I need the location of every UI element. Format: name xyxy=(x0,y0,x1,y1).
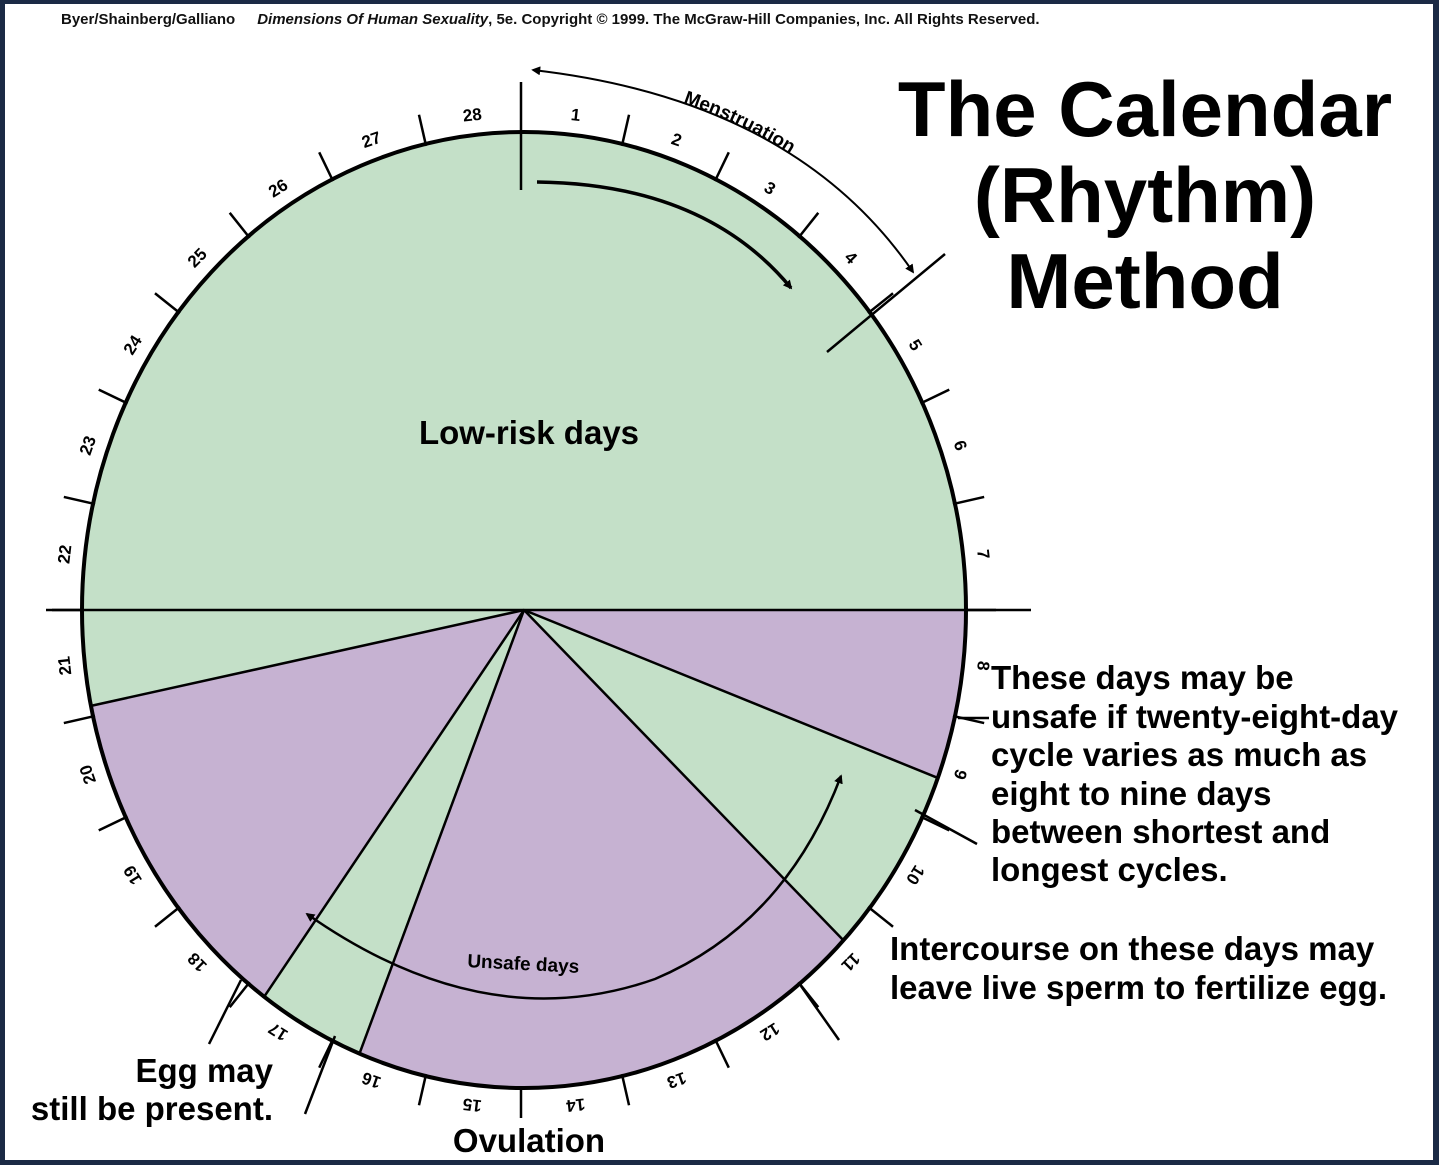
day-number: 24 xyxy=(120,332,146,359)
egg-note: Egg may still be present. xyxy=(31,1052,274,1127)
day-tick xyxy=(417,114,428,147)
variable-cycle-note: These days may be unsafe if twenty-eight… xyxy=(991,659,1399,888)
day-number: 6 xyxy=(950,438,971,453)
day-number: 17 xyxy=(265,1019,291,1045)
variable-cycle-line-4: eight to nine days xyxy=(991,775,1272,812)
day-number: 28 xyxy=(462,105,483,126)
wedge-low-risk-early xyxy=(524,132,966,610)
day-tick xyxy=(417,1073,428,1106)
credit-rest: , 5e. Copyright © 1999. The McGraw-Hill … xyxy=(488,11,1039,28)
day-tick xyxy=(154,292,181,315)
spoke-1 xyxy=(523,608,939,780)
unsafe-days-arc xyxy=(305,774,843,1000)
day-number: 15 xyxy=(462,1094,483,1115)
credit-authors: Byer/Shainberg/Galliano xyxy=(61,11,235,28)
title-line-1: The Calendar xyxy=(898,65,1392,153)
credit-line: Byer/Shainberg/Galliano Dimensions Of Hum… xyxy=(61,11,1040,28)
menstruation-arc xyxy=(531,66,915,274)
day-number: 20 xyxy=(76,762,100,786)
egg-line-1: Egg may xyxy=(135,1052,273,1089)
day-number: 7 xyxy=(973,548,993,560)
day-number: 1 xyxy=(570,105,582,125)
day-number: 25 xyxy=(184,244,211,271)
day-number: 27 xyxy=(359,128,383,152)
variable-cycle-line-3: cycle varies as much as xyxy=(991,736,1367,773)
day-tick xyxy=(98,388,129,405)
day-tick xyxy=(919,815,950,832)
day-number: 3 xyxy=(761,178,779,199)
day-tick xyxy=(867,292,894,315)
day-number: 5 xyxy=(905,336,926,354)
menstruation-label: Menstruation xyxy=(681,88,799,158)
day-tick xyxy=(228,981,251,1008)
ovulation-label: Ovulation xyxy=(453,1122,605,1159)
variable-cycle-line-1: These days may be xyxy=(991,659,1294,696)
day-number: 13 xyxy=(665,1068,689,1092)
day-number: 11 xyxy=(838,949,864,975)
day-tick xyxy=(620,1073,631,1106)
day-number: 26 xyxy=(265,175,291,201)
day-tick xyxy=(867,905,894,928)
day-number: 18 xyxy=(184,949,211,976)
day-number: 12 xyxy=(757,1019,783,1045)
egg-line-2: still be present. xyxy=(31,1090,273,1127)
sperm-note: Intercourse on these days may leave live… xyxy=(890,930,1387,1006)
day-tick xyxy=(713,1038,730,1069)
day-number: 8 xyxy=(973,660,993,672)
day-tick xyxy=(919,388,950,405)
day-tick xyxy=(98,815,129,832)
day-number: 2 xyxy=(669,129,684,150)
calendar-method-diagram: Byer/Shainberg/Galliano Dimensions Of Hum… xyxy=(31,11,1399,1159)
day-number: 23 xyxy=(76,433,100,457)
sperm-line-1: Intercourse on these days may xyxy=(890,930,1375,967)
day-tick xyxy=(63,495,96,506)
variable-cycle-pointer xyxy=(914,808,978,846)
day-number: 22 xyxy=(54,544,75,565)
day-tick xyxy=(620,114,631,147)
variable-cycle-line-5: between shortest and xyxy=(991,813,1330,850)
day-tick xyxy=(154,905,181,928)
day-tick xyxy=(63,714,96,725)
day-tick xyxy=(952,495,985,506)
day-number: 19 xyxy=(120,862,146,888)
spoke-5 xyxy=(90,608,525,708)
title-line-3: Method xyxy=(1006,237,1283,325)
day-number: 14 xyxy=(565,1094,586,1115)
day-number: 21 xyxy=(54,655,75,676)
variable-cycle-line-2: unsafe if twenty-eight-day xyxy=(991,698,1399,735)
day-number: 9 xyxy=(950,767,971,782)
day-tick xyxy=(318,151,335,182)
egg-pointer-2 xyxy=(303,1035,337,1115)
day-tick xyxy=(713,151,730,182)
menstruation-end-line xyxy=(826,253,946,353)
credit-book: Dimensions Of Human Sexuality xyxy=(257,11,489,28)
day-number: 4 xyxy=(841,248,862,269)
diagram-frame: Byer/Shainberg/Galliano Dimensions Of Hum… xyxy=(5,4,1433,1160)
title-line-2: (Rhythm) xyxy=(974,151,1316,239)
wedge-low-risk-late xyxy=(81,132,524,706)
sperm-line-2: leave live sperm to fertilize egg. xyxy=(890,969,1387,1006)
wedge-variable-cycle xyxy=(524,610,966,778)
cycle-direction-arrow xyxy=(536,180,793,290)
sperm-pointer xyxy=(799,985,841,1041)
variable-cycle-line-6: longest cycles. xyxy=(991,851,1228,888)
day-number: 16 xyxy=(359,1068,383,1092)
egg-pointer xyxy=(207,979,243,1045)
low-risk-label: Low-risk days xyxy=(419,414,639,451)
day-tick xyxy=(797,212,820,239)
day-number: 10 xyxy=(902,862,928,888)
day-tick xyxy=(228,212,251,239)
